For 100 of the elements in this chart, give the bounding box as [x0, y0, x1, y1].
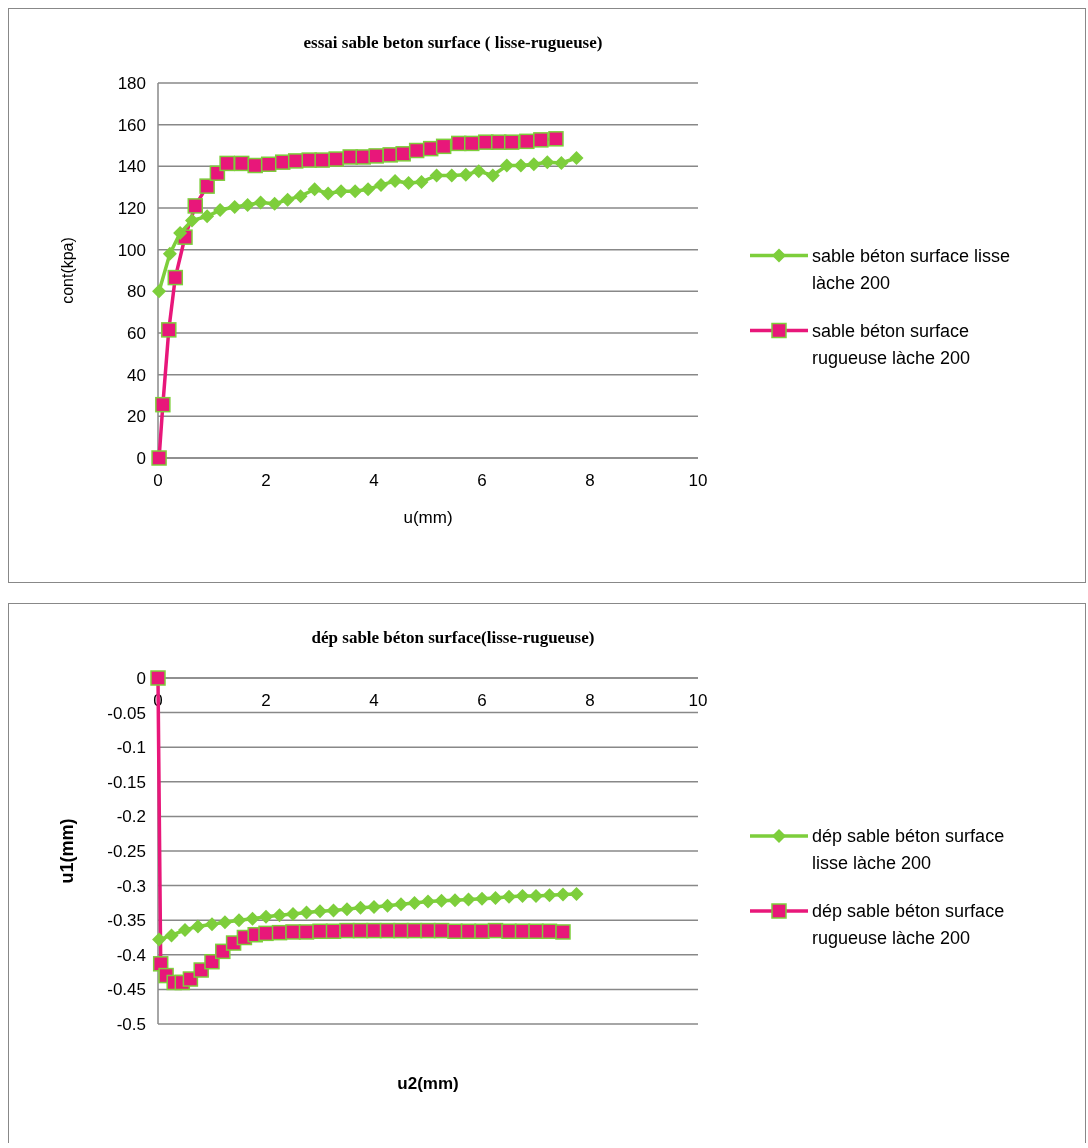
x-tick-label: 8 — [585, 691, 595, 710]
point — [150, 670, 166, 686]
point — [167, 269, 184, 286]
point — [185, 213, 200, 228]
point — [162, 246, 177, 261]
x-tick-label: 4 — [369, 691, 379, 710]
point — [380, 898, 395, 913]
y-tick-label: -0.5 — [116, 1014, 146, 1034]
point — [458, 167, 473, 182]
point — [444, 168, 459, 183]
point — [488, 891, 503, 906]
legend-label: sable béton surface lisse làche 200 — [812, 245, 1011, 293]
point — [513, 158, 528, 173]
point — [503, 134, 520, 150]
point — [485, 168, 500, 183]
point — [388, 173, 403, 188]
point — [499, 158, 514, 173]
point — [200, 209, 215, 224]
point — [219, 155, 235, 172]
point — [328, 151, 344, 167]
x-tick-label: 2 — [261, 471, 271, 490]
point — [161, 322, 177, 338]
x-tick-label: 0 — [153, 471, 163, 490]
point — [267, 196, 282, 211]
y-tick-label: -0.2 — [116, 807, 146, 827]
point — [542, 888, 557, 903]
point — [313, 904, 327, 919]
point — [526, 157, 541, 172]
point — [204, 953, 220, 970]
point — [253, 195, 268, 210]
point — [340, 902, 354, 917]
point — [556, 887, 570, 902]
point — [348, 184, 363, 199]
legend-label: dép sable béton surface lisse làche 200 — [812, 826, 1005, 874]
y-tick-label: -0.05 — [107, 703, 146, 723]
x-tick-label: 4 — [369, 471, 379, 490]
point — [280, 192, 295, 207]
point — [240, 197, 255, 212]
x-axis-title: u(mm) — [403, 508, 453, 527]
point — [164, 928, 179, 943]
point — [394, 897, 408, 912]
point — [367, 900, 381, 915]
point — [448, 893, 462, 908]
point — [540, 155, 555, 170]
point — [199, 178, 215, 194]
x-tick-label: 10 — [688, 691, 708, 710]
point — [285, 924, 301, 940]
x-tick-label: 2 — [261, 691, 271, 710]
x-tick-label: 6 — [477, 471, 487, 490]
point — [245, 911, 260, 926]
point — [178, 922, 192, 937]
point — [272, 908, 287, 923]
y-axis-title: u1(mm) — [57, 818, 77, 884]
point — [435, 138, 452, 155]
y-tick-label: 140 — [117, 157, 146, 177]
point — [533, 132, 549, 148]
point — [326, 903, 341, 918]
y-tick-label: 80 — [127, 282, 146, 302]
y-tick-label: -0.15 — [107, 772, 146, 792]
point — [190, 919, 205, 934]
y-tick-label: -0.4 — [116, 945, 146, 965]
point — [173, 226, 188, 240]
point — [569, 886, 584, 901]
point — [217, 915, 232, 930]
point — [421, 894, 435, 909]
point — [293, 189, 308, 204]
point — [259, 909, 273, 924]
point — [414, 174, 429, 189]
y-tick-label: 60 — [127, 323, 146, 343]
x-tick-label: 6 — [477, 691, 487, 710]
point — [151, 450, 167, 466]
point — [353, 900, 368, 915]
y-tick-label: 160 — [117, 115, 146, 135]
point — [205, 917, 219, 932]
point — [232, 913, 246, 928]
y-tick-label: 100 — [117, 240, 146, 260]
point — [429, 168, 444, 183]
point — [395, 146, 411, 162]
x-tick-label: 8 — [585, 471, 595, 490]
point — [368, 148, 384, 164]
y-tick-label: -0.1 — [116, 738, 146, 758]
y-tick-label: -0.45 — [107, 980, 146, 1000]
y-tick-label: 0 — [136, 448, 146, 468]
y-tick-label: 40 — [127, 365, 146, 385]
point — [475, 891, 489, 906]
point — [401, 176, 416, 190]
point — [555, 924, 571, 940]
point — [529, 888, 543, 903]
y-tick-label: -0.3 — [116, 876, 146, 896]
point — [299, 905, 314, 920]
y-tick-label: 20 — [127, 407, 146, 427]
y-tick-label: 0 — [136, 668, 146, 688]
point — [361, 182, 376, 197]
point — [334, 184, 349, 199]
y-tick-label: -0.25 — [107, 841, 146, 861]
point — [307, 182, 322, 197]
point — [554, 156, 569, 170]
point — [374, 178, 389, 193]
point — [321, 186, 336, 201]
point — [515, 888, 530, 903]
